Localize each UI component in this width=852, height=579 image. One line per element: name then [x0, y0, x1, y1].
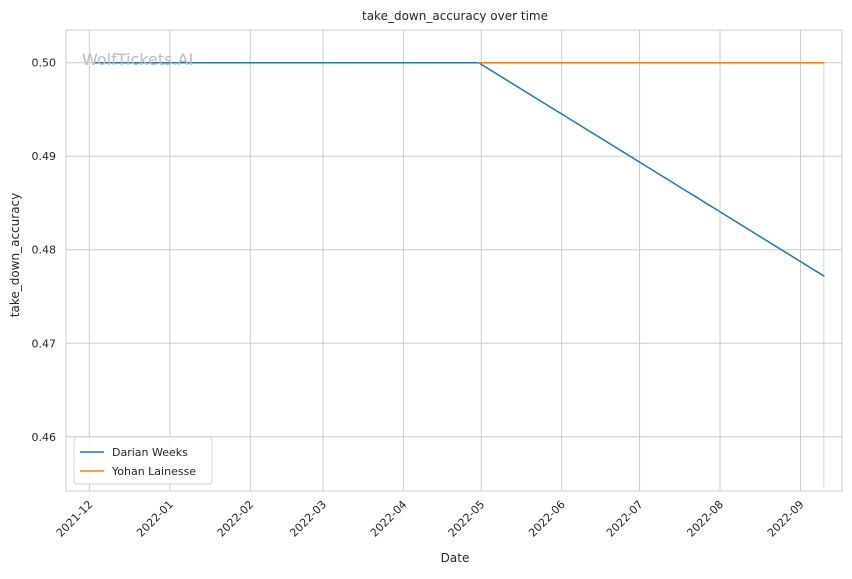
chart-title: take_down_accuracy over time	[362, 9, 548, 23]
legend-box	[73, 436, 213, 485]
series-line-darian-weeks	[93, 61, 825, 277]
y-tick-label: 0.50	[32, 57, 57, 70]
y-tick-labels: 0.46 0.47 0.48 0.49 0.50	[32, 57, 57, 444]
y-tick-label: 0.47	[32, 337, 57, 350]
y-tick-label: 0.48	[32, 244, 57, 257]
x-axis-label: Date	[441, 551, 470, 565]
x-tick-label: 2022-01	[134, 498, 176, 540]
x-tick-label: 2022-07	[604, 498, 646, 540]
x-tick-label: 2021-12	[54, 498, 96, 540]
plot-frame	[65, 29, 843, 492]
watermark: WolfTickets.AI	[82, 50, 193, 69]
x-tick-label: 2022-08	[684, 498, 726, 540]
x-tick-labels: 2021-12 2022-01 2022-02 2022-03 2022-04 2022-…	[54, 498, 807, 540]
x-tick-label: 2022-06	[526, 498, 568, 540]
x-tick-label: 2022-09	[765, 498, 807, 540]
y-axis-label: take_down_accuracy	[8, 193, 22, 317]
series-lines	[93, 61, 825, 277]
legend-label-darian-weeks: Darian Weeks	[112, 446, 188, 459]
x-tick-label: 2022-05	[446, 498, 488, 540]
y-tick-label: 0.46	[32, 431, 57, 444]
x-tick-label: 2022-04	[368, 498, 410, 540]
y-tick-label: 0.49	[32, 150, 57, 163]
x-tick-label: 2022-03	[287, 498, 329, 540]
legend-label-yohan-lainesse: Yohan Lainesse	[111, 465, 196, 478]
x-tick-label: 2022-02	[215, 498, 257, 540]
grid	[66, 30, 842, 491]
legend: Darian Weeks Yohan Lainesse	[73, 436, 213, 485]
